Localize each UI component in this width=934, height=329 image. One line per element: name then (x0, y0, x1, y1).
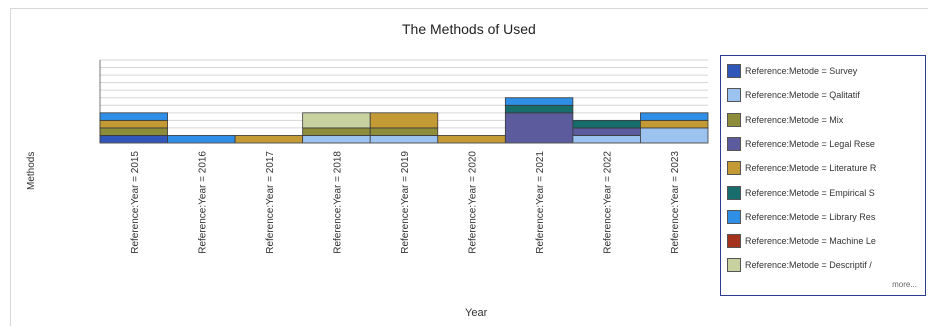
chart-frame (10, 8, 928, 326)
bar-segment (234, 135, 304, 144)
x-tick-label: Reference:Year = 2021 (535, 151, 546, 254)
legend-swatch (727, 112, 741, 127)
legend-label: Reference:Metode = Descriptif / (745, 260, 872, 271)
legend-swatch (727, 64, 741, 78)
legend-more-link[interactable]: more... (892, 280, 917, 289)
legend: more... Reference:Metode = Survey Referen… (720, 55, 926, 296)
legend-swatch (727, 209, 741, 224)
bar-segment (302, 112, 371, 129)
bar-segment (640, 127, 709, 144)
bar-segment (504, 104, 574, 114)
x-axis-label: Year (465, 307, 488, 319)
legend-label: Reference:Metode = Empirical S (745, 187, 875, 198)
legend-item: Reference:Metode = Mix (727, 111, 843, 129)
legend-label: Reference:Metode = Literature R (745, 163, 877, 174)
bar-segment (572, 127, 641, 136)
bar-segment (437, 135, 506, 144)
legend-swatch (727, 258, 741, 273)
bar-segment (572, 119, 641, 129)
legend-item: Reference:Metode = Machine Le (727, 232, 876, 250)
bar-segment (99, 127, 168, 136)
x-tick-label: Reference:Year = 2015 (130, 151, 141, 254)
legend-item: Reference:Metode = Qalitatif (727, 86, 860, 104)
bar-segment (99, 119, 168, 129)
bar-segment (167, 135, 236, 144)
bar-segment (302, 135, 371, 144)
x-tick-label: Reference:Year = 2016 (197, 151, 208, 254)
bar-segment (99, 135, 168, 144)
legend-label: Reference:Metode = Qalitatif (745, 90, 860, 101)
legend-label: Reference:Metode = Legal Rese (745, 138, 875, 149)
x-tick-label: Reference:Year = 2019 (400, 151, 411, 254)
x-tick-label: Reference:Year = 2017 (265, 151, 276, 254)
bar-segment (369, 127, 439, 136)
legend-label: Reference:Metode = Machine Le (745, 236, 876, 247)
x-tick-label: Reference:Year = 2018 (332, 151, 343, 254)
legend-item: Reference:Metode = Legal Rese (727, 135, 875, 153)
legend-swatch (727, 234, 741, 249)
bar-segment (302, 127, 371, 136)
bar-segment (640, 112, 709, 121)
legend-item: Reference:Metode = Empirical S (727, 184, 875, 202)
legend-item: Reference:Metode = Descriptif / (727, 256, 872, 274)
legend-swatch (727, 161, 741, 176)
bar-segment (369, 112, 439, 129)
x-tick-label: Reference:Year = 2020 (468, 151, 479, 254)
legend-swatch (727, 185, 741, 200)
x-tick-label: Reference:Year = 2022 (603, 151, 614, 254)
legend-label: Reference:Metode = Survey (745, 66, 858, 76)
bar-segment (369, 135, 439, 144)
x-tick-label: Reference:Year = 2023 (670, 151, 681, 254)
legend-item: Reference:Metode = Survey (727, 62, 857, 80)
bar-segment (504, 97, 574, 106)
bar-segment (640, 119, 709, 129)
chart-title: The Methods of Used (402, 21, 536, 37)
bar-segment (572, 135, 641, 144)
legend-item: Reference:Metode = Literature R (727, 159, 876, 177)
legend-item: Reference:Metode = Library Res (727, 208, 875, 226)
legend-swatch (727, 136, 741, 151)
legend-label: Reference:Metode = Mix (745, 114, 844, 125)
bar-segment (504, 112, 574, 144)
legend-label: Reference:Metode = Library Res (745, 211, 876, 222)
bar-segment (99, 112, 168, 121)
legend-swatch (727, 88, 741, 103)
